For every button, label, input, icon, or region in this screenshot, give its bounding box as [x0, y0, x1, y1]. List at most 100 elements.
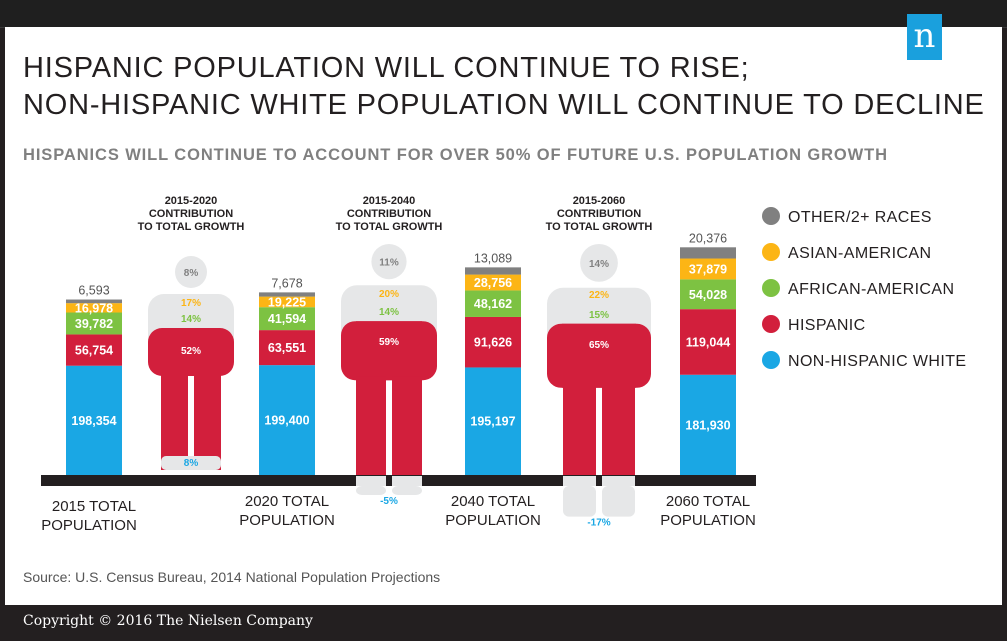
- bar-other-4: [680, 247, 736, 259]
- figure-2-leg-left-white: [356, 486, 386, 495]
- figure-3-leg-right-white-top: [602, 476, 635, 486]
- title-line-1: HISPANIC POPULATION WILL CONTINUE TO RIS…: [23, 52, 750, 84]
- african-pct-3: 15%: [589, 310, 609, 321]
- figure-2-torso-hispanic: [356, 321, 422, 381]
- figure-2-leg-left-white-top: [356, 476, 386, 486]
- footer-bar: [0, 607, 1007, 641]
- figure-1-feet-white: [161, 456, 221, 470]
- bar-african-1: [66, 312, 122, 335]
- bar-other-1: [66, 299, 122, 304]
- bar-hispanic-4: [680, 309, 736, 375]
- figure-3-head: [580, 244, 618, 282]
- bar-african-4: [680, 279, 736, 310]
- legend-swatch-african: [762, 279, 780, 297]
- legend-swatch-asian: [762, 243, 780, 261]
- copyright: Copyright © 2016 The Nielsen Company: [23, 613, 313, 629]
- contribution-title-1-line2: CONTRIBUTION: [149, 208, 233, 220]
- hispanic-pct-2: 59%: [379, 337, 399, 348]
- bar-asian-4: [680, 258, 736, 280]
- hispanic-pct-1: 52%: [181, 346, 201, 357]
- white-pct-1: 8%: [184, 458, 199, 469]
- data-label-african-4: 54,028: [689, 288, 727, 302]
- figure-3-leg-right: [602, 383, 635, 475]
- bar-other-2: [259, 292, 315, 297]
- legend-label-hispanic: HISPANIC: [788, 317, 866, 334]
- figure-1-torso-hispanic: [163, 328, 219, 376]
- figure-2-leg-right-white: [392, 486, 422, 495]
- contribution-title-3-line1: 2015-2060: [573, 195, 626, 207]
- data-label-african-1: 39,782: [75, 317, 113, 331]
- source-note: Source: U.S. Census Bureau, 2014 Nationa…: [23, 569, 441, 585]
- contribution-title-2-line2: CONTRIBUTION: [347, 208, 431, 220]
- bar-asian-3: [465, 274, 521, 291]
- other-pct-1: 8%: [184, 268, 199, 279]
- legend-label-african: AFRICAN-AMERICAN: [788, 281, 954, 298]
- figure-2-leg-right-white-top: [392, 476, 422, 486]
- asian-pct-1: 17%: [181, 298, 201, 309]
- bar-african-2: [259, 307, 315, 331]
- data-label-hispanic-3: 91,626: [474, 336, 512, 350]
- hispanic-pct-3: 65%: [589, 340, 609, 351]
- african-pct-1: 14%: [181, 314, 201, 325]
- legend-label-other: OTHER/2+ RACES: [788, 209, 932, 226]
- legend-swatch-other: [762, 207, 780, 225]
- data-label-african-3: 48,162: [474, 297, 512, 311]
- legend-swatch-hispanic: [762, 315, 780, 333]
- category-label-3-line1: 2040 TOTAL: [451, 493, 535, 510]
- white-pct-2: -5%: [380, 496, 398, 507]
- figure-3-leg-left: [563, 383, 596, 475]
- nielsen-logo: n: [907, 14, 942, 60]
- data-label-other-1: 6,593: [78, 284, 109, 298]
- bar-other-3: [465, 267, 521, 275]
- subtitle: HISPANICS WILL CONTINUE TO ACCOUNT FOR O…: [23, 146, 888, 164]
- figure-2-leg-left: [356, 376, 386, 475]
- data-label-other-3: 13,089: [474, 251, 512, 265]
- bar-asian-2: [259, 296, 315, 308]
- figure-3-leg-right-white: [602, 486, 635, 517]
- data-label-other-2: 7,678: [271, 276, 302, 290]
- figure-1-head: [175, 256, 207, 288]
- category-label-2-line1: 2020 TOTAL: [245, 493, 329, 510]
- african-pct-2: 14%: [379, 307, 399, 318]
- data-label-asian-4: 37,879: [689, 262, 727, 276]
- bar-white-1: [66, 365, 122, 475]
- title-line-2: NON-HISPANIC WHITE POPULATION WILL CONTI…: [23, 89, 985, 121]
- bar-white-3: [465, 367, 521, 475]
- data-label-white-2: 199,400: [264, 414, 309, 428]
- other-pct-2: 11%: [379, 258, 399, 269]
- category-label-1-line1: 2015 TOTAL: [52, 498, 136, 515]
- data-label-white-4: 181,930: [685, 418, 730, 432]
- data-label-white-3: 195,197: [470, 415, 515, 429]
- legend-label-asian: ASIAN-AMERICAN: [788, 245, 931, 262]
- contribution-title-2-line1: 2015-2040: [363, 195, 416, 207]
- data-label-other-4: 20,376: [689, 231, 727, 245]
- data-label-white-1: 198,354: [71, 414, 116, 428]
- bar-white-4: [680, 374, 736, 475]
- bar-white-2: [259, 365, 315, 475]
- white-pct-3: -17%: [587, 518, 610, 529]
- category-label-4-line1: 2060 TOTAL: [666, 493, 750, 510]
- bar-asian-1: [66, 303, 122, 313]
- figure-3-leg-left-white-top: [563, 476, 596, 486]
- bar-hispanic-3: [465, 316, 521, 368]
- data-label-african-2: 41,594: [268, 312, 306, 326]
- category-label-4-line2: POPULATION: [660, 512, 756, 529]
- figure-1-leg-left: [161, 372, 188, 470]
- category-label-3-line2: POPULATION: [445, 512, 541, 529]
- data-label-asian-3: 28,756: [474, 276, 512, 290]
- legend-swatch-white: [762, 351, 780, 369]
- contribution-title-3-line2: CONTRIBUTION: [557, 208, 641, 220]
- category-label-2-line2: POPULATION: [239, 512, 335, 529]
- figure-2-leg-right: [392, 376, 422, 475]
- legend-label-white: NON-HISPANIC WHITE: [788, 353, 966, 370]
- data-label-hispanic-2: 63,551: [268, 341, 306, 355]
- asian-pct-3: 22%: [589, 290, 609, 301]
- data-label-asian-2: 19,225: [268, 295, 306, 309]
- data-label-hispanic-4: 119,044: [686, 335, 731, 349]
- contribution-title-1-line1: 2015-2020: [165, 195, 218, 207]
- figure-2-head: [371, 244, 407, 280]
- data-label-hispanic-1: 56,754: [75, 344, 113, 358]
- data-label-asian-1: 16,978: [75, 301, 113, 315]
